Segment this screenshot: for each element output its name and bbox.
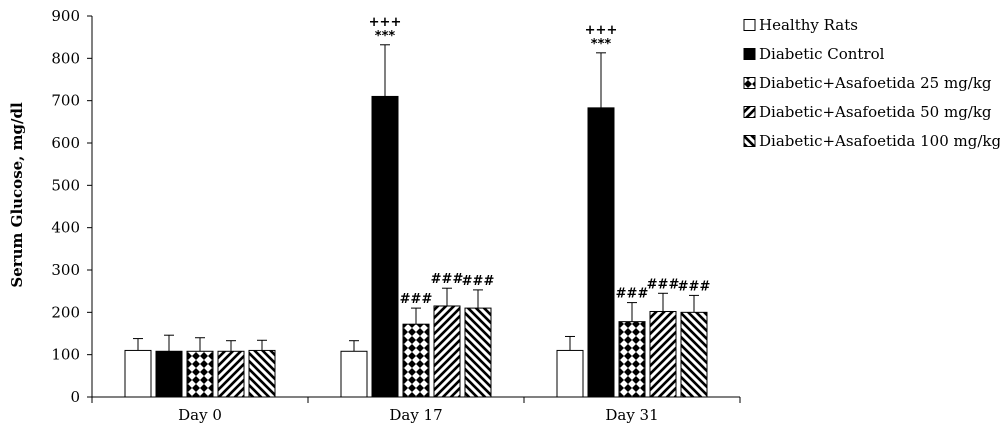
legend-label: Diabetic+Asafoetida 25 mg/kg — [759, 74, 992, 92]
y-tick-label: 300 — [51, 261, 80, 279]
y-tick-label: 400 — [51, 219, 80, 237]
x-tick-label: Day 31 — [605, 406, 658, 424]
significance-label: +++ — [585, 23, 618, 38]
y-tick-label: 700 — [51, 92, 80, 110]
significance-label: *** — [591, 37, 612, 52]
bar — [186, 350, 214, 398]
x-tick-label: Day 17 — [389, 406, 442, 424]
legend-label: Diabetic+Asafoetida 100 mg/kg — [759, 132, 1000, 150]
legend: Healthy Rats Diabetic Control Diabetic+Asa… — [743, 16, 1000, 150]
bars: +++***#########+++***######### — [124, 15, 711, 398]
bar — [371, 95, 399, 398]
significance-label: ### — [431, 272, 464, 287]
bar — [217, 350, 245, 398]
bar — [340, 350, 368, 398]
legend-swatch — [743, 77, 756, 89]
legend-label: Diabetic Control — [759, 45, 885, 63]
y-tick-label: 100 — [51, 346, 80, 364]
legend-label: Diabetic+Asafoetida 50 mg/kg — [759, 103, 992, 121]
significance-label: ### — [616, 287, 649, 302]
bar — [433, 305, 461, 398]
significance-label: *** — [375, 29, 396, 44]
y-tick-label: 800 — [51, 49, 80, 67]
legend-swatch — [743, 19, 756, 31]
y-tick-label: 900 — [51, 7, 80, 25]
y-tick-label: 0 — [70, 388, 80, 406]
bar — [680, 311, 708, 398]
y-tick-label: 500 — [51, 176, 80, 194]
legend-swatch — [743, 135, 756, 147]
x-tick-label: Day 0 — [178, 406, 222, 424]
legend-swatch — [743, 48, 756, 60]
significance-label: ### — [647, 277, 680, 292]
legend-label: Healthy Rats — [759, 16, 858, 34]
significance-label: ### — [462, 274, 495, 289]
bar — [464, 307, 492, 398]
axes: 0 100 200 300 400 500 600 700 800 900 Day 0 Day 17 D… — [51, 7, 741, 424]
bar — [587, 107, 615, 398]
bar — [556, 349, 584, 398]
significance-label: +++ — [369, 15, 402, 30]
bar — [155, 350, 183, 398]
bar — [124, 349, 152, 398]
y-tick-label: 200 — [51, 303, 80, 321]
significance-label: ### — [400, 292, 433, 307]
bar — [402, 323, 430, 398]
bar — [618, 321, 646, 398]
legend-swatch — [743, 106, 756, 118]
significance-label: ### — [678, 279, 711, 294]
y-tick-label: 600 — [51, 134, 80, 152]
y-axis-label: Serum Glucose, mg/dl — [8, 102, 26, 288]
bar — [248, 349, 276, 398]
bar — [649, 310, 677, 398]
